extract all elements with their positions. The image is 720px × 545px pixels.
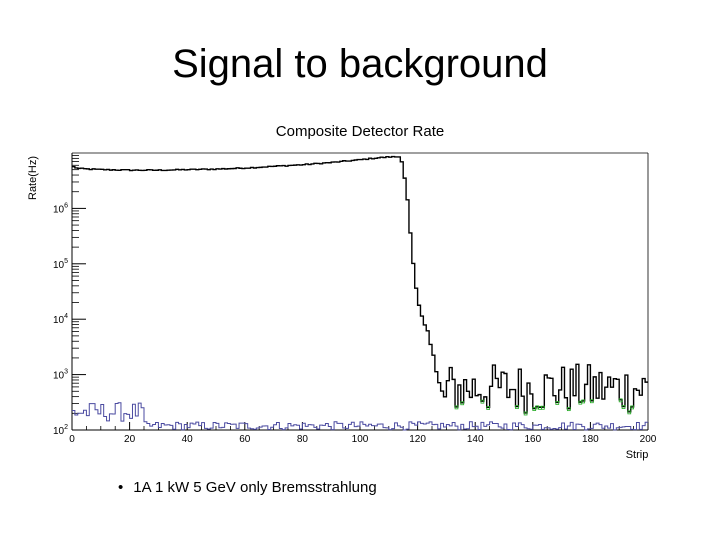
overflow-marker xyxy=(515,405,519,410)
x-tick-label: 180 xyxy=(582,434,599,445)
y-tick-exponent: 2 xyxy=(64,424,68,431)
overflow-marker xyxy=(618,398,623,403)
x-axis-label: Strip xyxy=(626,449,649,461)
overflow-marker xyxy=(555,401,560,405)
x-tick-label: 20 xyxy=(124,434,136,445)
x-tick-label: 200 xyxy=(640,434,657,445)
y-tick-exponent: 5 xyxy=(64,258,68,265)
y-tick-label: 106 xyxy=(53,202,68,215)
overflow-marker xyxy=(627,410,632,415)
x-tick-label: 160 xyxy=(524,434,541,445)
y-tick-exponent: 3 xyxy=(64,369,68,376)
y-tick-label: 103 xyxy=(53,369,68,382)
x-tick-label: 40 xyxy=(182,434,194,445)
x-tick-label: 0 xyxy=(69,434,75,445)
bullet-dot: • xyxy=(118,479,124,496)
total-background-line xyxy=(72,155,648,414)
y-tick-label: 104 xyxy=(53,313,68,326)
x-tick-label: 100 xyxy=(352,434,369,445)
overflow-marker xyxy=(621,405,626,409)
chart-series xyxy=(72,155,648,431)
y-axis-label: Rate(Hz) xyxy=(27,156,39,200)
overflow-marker xyxy=(630,405,634,410)
bullet-item: • 1A 1 kW 5 GeV only Bremsstrahlung xyxy=(118,479,377,496)
x-tick-label: 60 xyxy=(239,434,251,445)
x-tick-label: 80 xyxy=(297,434,309,445)
chart-ticks: 0 20 40 60 80 100 120 140 160 180 200 102 103 104 105 1… xyxy=(53,155,657,445)
overflow-marker xyxy=(541,405,545,410)
x-tick-label: 120 xyxy=(409,434,426,445)
signal-rate-line xyxy=(72,402,648,431)
y-tick-exponent: 6 xyxy=(64,202,68,209)
overflow-marker xyxy=(590,399,594,404)
y-tick-label: 105 xyxy=(53,258,68,271)
overflow-marker xyxy=(581,399,586,404)
slide-title: Signal to background xyxy=(172,42,548,86)
x-tick-label: 140 xyxy=(467,434,484,445)
overflow-marker xyxy=(566,407,571,412)
y-tick-exponent: 4 xyxy=(64,313,68,320)
overflow-marker xyxy=(460,401,465,406)
overflow-marker xyxy=(454,405,459,410)
overflow-marker xyxy=(480,399,485,404)
overflow-marker xyxy=(523,411,528,416)
overflow-marker xyxy=(486,406,491,410)
y-tick-label: 102 xyxy=(53,424,68,437)
bullet-text: 1A 1 kW 5 GeV only Bremsstrahlung xyxy=(133,479,377,496)
chart-title: Composite Detector Rate xyxy=(276,123,444,140)
